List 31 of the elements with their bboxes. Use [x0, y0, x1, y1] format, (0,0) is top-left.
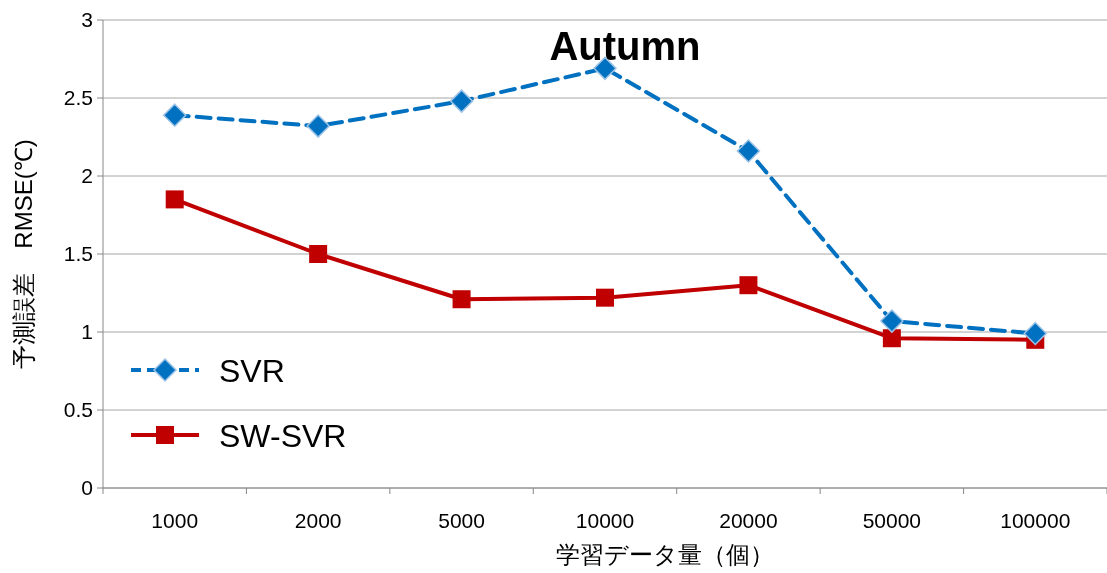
- chart-title: Autumn: [549, 24, 701, 68]
- legend-label: SW-SVR: [219, 418, 347, 454]
- y-tick-label: 0.5: [63, 398, 93, 421]
- x-tick-label: 50000: [862, 509, 922, 532]
- x-tick-label: 20000: [719, 509, 778, 532]
- point: [1023, 321, 1048, 346]
- y-tick-label: 3: [81, 8, 93, 31]
- point: [736, 139, 761, 163]
- y-axis-title: 予測誤差 RMSE(℃): [10, 139, 37, 369]
- point: [452, 290, 471, 309]
- x-tick-label: 10000: [575, 509, 635, 532]
- y-tick-label: 1.5: [63, 242, 93, 265]
- point: [449, 89, 474, 113]
- x-tick-label: 1000: [151, 509, 199, 532]
- point: [596, 288, 614, 307]
- point: [306, 114, 330, 138]
- point: [882, 329, 901, 348]
- point: [162, 103, 187, 127]
- x-axis-title: 学習データ量（個）: [556, 541, 774, 568]
- y-tick-label: 2.5: [63, 86, 93, 109]
- x-tick-label: 5000: [438, 509, 485, 532]
- y-tick-label: 1: [81, 320, 93, 343]
- point: [165, 190, 184, 209]
- x-tick-label: 2000: [294, 509, 342, 532]
- point: [739, 276, 758, 295]
- point: [880, 309, 904, 333]
- point: [309, 245, 328, 263]
- x-tick-label: 100000: [1000, 509, 1071, 532]
- y-tick-label: 2: [81, 164, 93, 187]
- legend-label: SVR: [219, 353, 285, 389]
- y-tick-label: 0: [81, 476, 93, 499]
